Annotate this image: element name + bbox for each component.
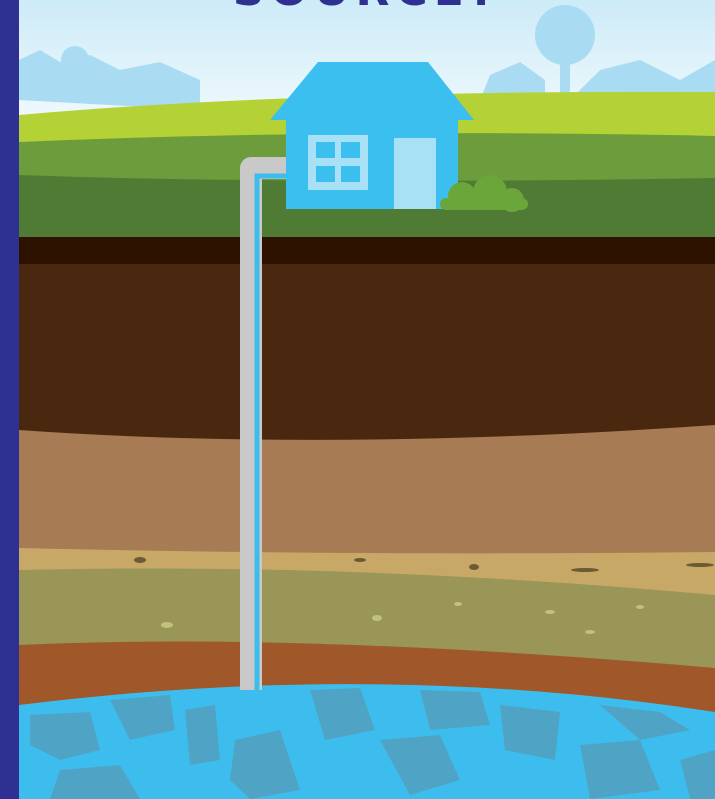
distant-silhouettes [19, 5, 715, 110]
clay-layer [19, 425, 715, 560]
water-line [254, 173, 290, 690]
gravel-dots [161, 602, 644, 634]
side-bar [0, 0, 19, 799]
pebbles [134, 557, 714, 572]
scene [19, 0, 715, 799]
heading: SOURCE? [233, 0, 502, 16]
topsoil [19, 237, 715, 267]
aquifer-rocks [30, 688, 715, 799]
well-pipe [240, 157, 290, 690]
soil-layer [19, 264, 715, 454]
house [270, 62, 474, 209]
bush [440, 175, 528, 212]
